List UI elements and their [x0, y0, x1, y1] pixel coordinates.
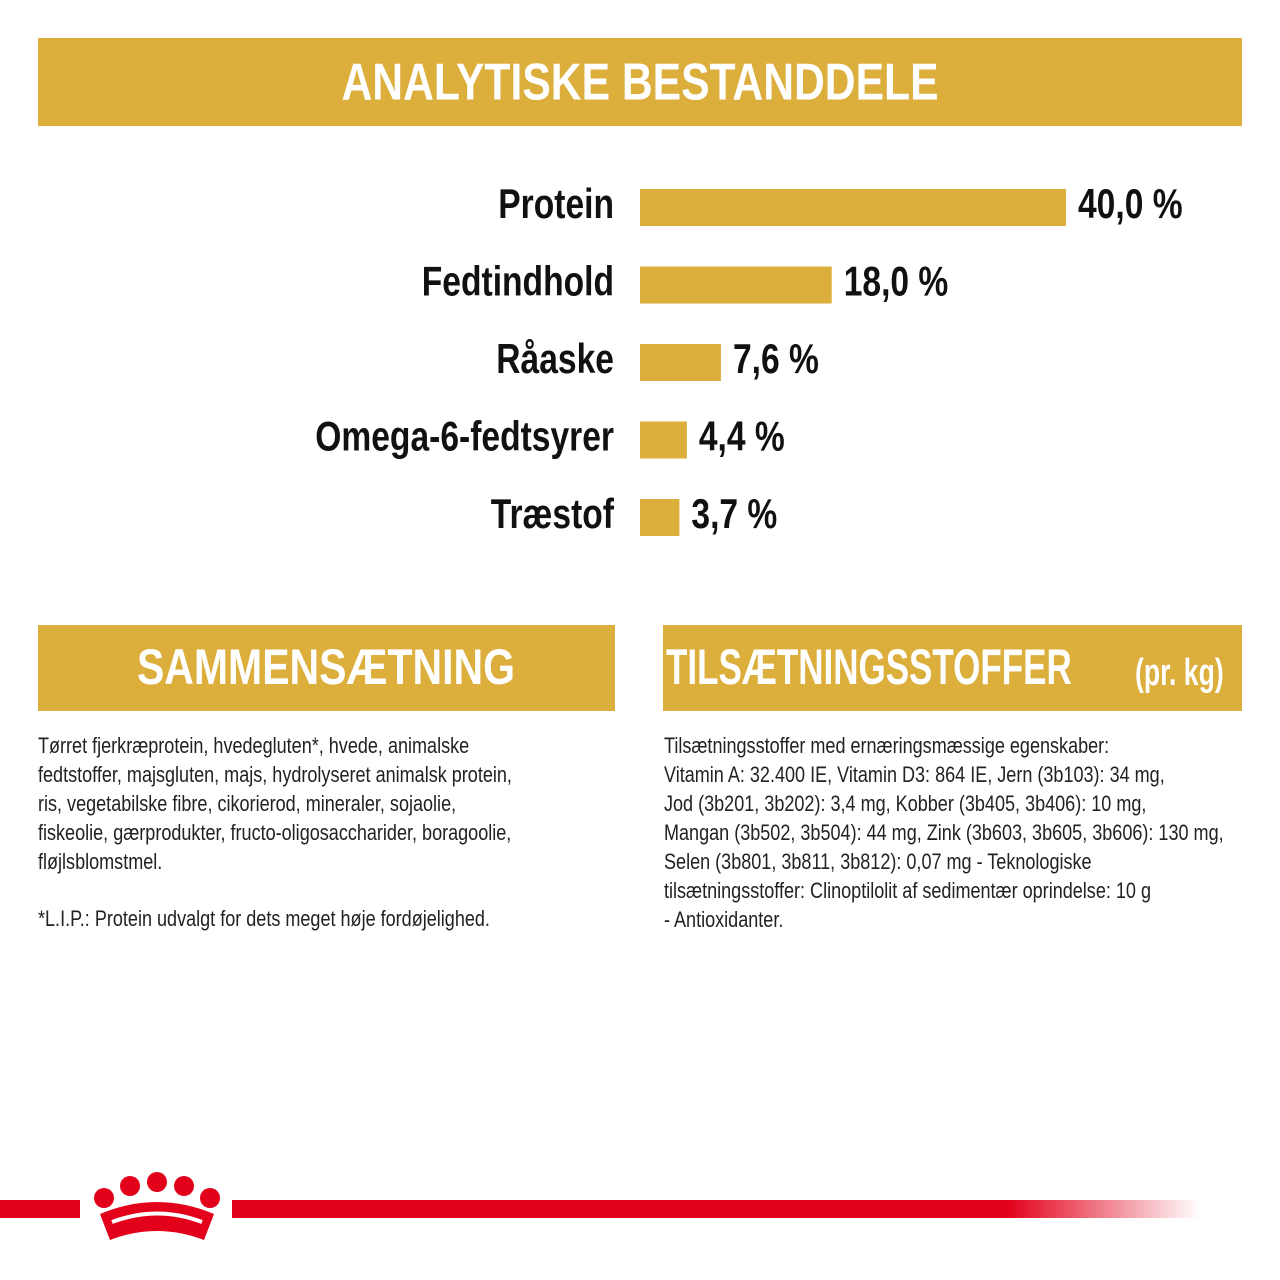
bar [640, 499, 680, 536]
footnote: *L.I.P.: Protein udvalgt for dets meget … [38, 906, 490, 931]
bar [640, 266, 832, 304]
logo [94, 1172, 220, 1240]
chart-title: ANALYTISKE BESTANDDELE [341, 54, 938, 112]
category-label: Fedtindhold [422, 258, 614, 305]
brand-line [0, 1200, 80, 1218]
text-line: - Antioxidanter. [664, 907, 783, 932]
text-line: Tørret fjerkræprotein, hvedegluten*, hve… [38, 733, 469, 758]
category-label: Træstof [491, 490, 615, 537]
text-line: fløjlsblomstmel. [38, 849, 162, 874]
section-band [38, 625, 615, 711]
category-label: Protein [498, 180, 614, 227]
value-label: 7,6 % [733, 335, 819, 382]
text-line: Selen (3b801, 3b811, 3b812): 0,07 mg - T… [664, 849, 1092, 874]
section-title: TILSÆTNINGSSTOFFER [666, 639, 1072, 695]
section-unit: (pr. kg) [1135, 652, 1224, 694]
text-line: tilsætningsstoffer: Clinoptilolit af sed… [664, 878, 1151, 903]
section-band [663, 625, 1242, 711]
text-line: fiskeolie, gærprodukter, fructo-oligosac… [38, 820, 511, 845]
text-line: Vitamin A: 32.400 IE, Vitamin D3: 864 IE… [664, 762, 1165, 787]
text-line: ris, vegetabilske fibre, cikorierod, min… [38, 791, 456, 816]
brand-line [232, 1200, 1200, 1218]
text-line: Tilsætningsstoffer med ernæringsmæssige … [664, 733, 1109, 758]
category-label: Omega-6-fedtsyrer [315, 413, 614, 460]
category-label: Råaske [496, 335, 614, 382]
text-line: Mangan (3b502, 3b504): 44 mg, Zink (3b60… [664, 820, 1224, 845]
value-label: 18,0 % [844, 258, 949, 305]
section-title: SAMMENSÆTNING [137, 639, 515, 695]
text-line: fedtstoffer, majsgluten, majs, hydrolyse… [38, 762, 512, 787]
value-label: 40,0 % [1078, 180, 1183, 227]
bar [640, 421, 687, 459]
header-band [38, 38, 1242, 126]
value-label: 4,4 % [699, 413, 785, 460]
bar [640, 189, 1066, 226]
bar [640, 344, 721, 381]
text-line: Jod (3b201, 3b202): 3,4 mg, Kobber (3b40… [664, 791, 1146, 816]
value-label: 3,7 % [691, 490, 777, 537]
